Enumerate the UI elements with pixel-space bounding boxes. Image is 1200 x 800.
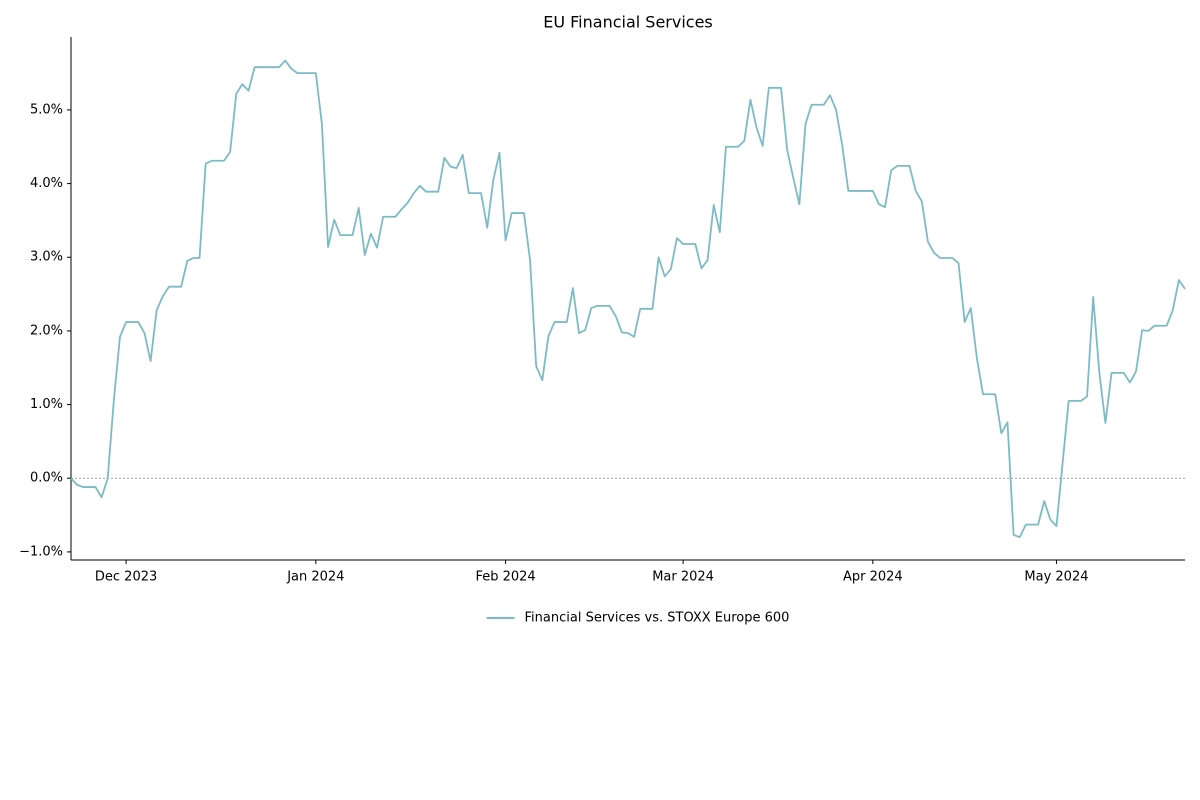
y-tick-label: −1.0% [19, 544, 63, 559]
y-tick-label: 2.0% [30, 323, 63, 338]
y-tick-label: 0.0% [30, 471, 63, 486]
data-line [70, 59, 1186, 539]
x-tick-label: May 2024 [1024, 570, 1088, 585]
x-tick-label: Mar 2024 [652, 570, 714, 585]
x-tick-label: Dec 2023 [95, 570, 157, 585]
chart-title: EU Financial Services [543, 13, 713, 32]
y-tick-label: 4.0% [30, 176, 63, 191]
y-tick-label: 5.0% [30, 102, 63, 117]
x-tick-label: Feb 2024 [475, 570, 535, 585]
x-tick-label: Jan 2024 [286, 570, 344, 585]
legend-label: Financial Services vs. STOXX Europe 600 [525, 611, 790, 626]
y-tick-label: 1.0% [30, 397, 63, 412]
y-tick-label: 3.0% [30, 250, 63, 265]
x-tick-label: Apr 2024 [843, 570, 903, 585]
